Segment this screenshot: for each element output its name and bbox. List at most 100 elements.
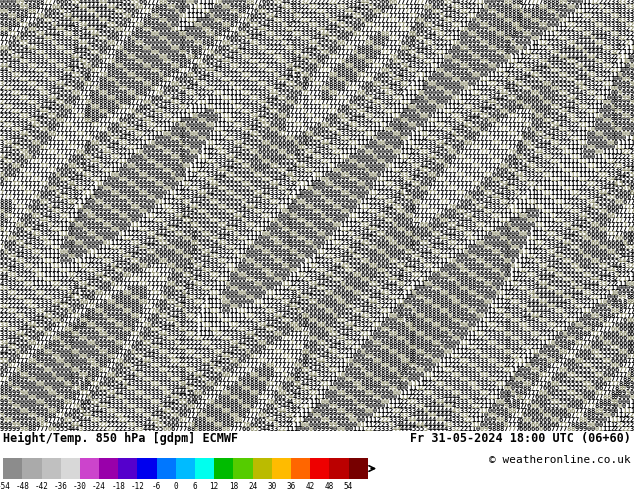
Text: 2: 2 <box>293 285 297 291</box>
Text: 6: 6 <box>154 317 158 323</box>
Text: 3: 3 <box>233 131 238 137</box>
Text: 0: 0 <box>55 376 60 382</box>
Text: 2: 2 <box>578 22 583 28</box>
Text: 0: 0 <box>440 349 444 355</box>
Text: 2: 2 <box>602 172 607 178</box>
Text: 0: 0 <box>178 131 183 137</box>
Text: 3: 3 <box>289 13 294 19</box>
Text: 9: 9 <box>143 167 146 173</box>
Text: 9: 9 <box>451 271 456 278</box>
Text: 4: 4 <box>416 172 420 178</box>
Text: 2: 2 <box>361 217 365 223</box>
Text: 2: 2 <box>519 58 523 64</box>
Text: 6: 6 <box>8 40 12 46</box>
Text: 1: 1 <box>543 185 547 192</box>
Text: 7: 7 <box>380 22 385 28</box>
Text: 6: 6 <box>178 417 183 423</box>
Text: 2: 2 <box>562 26 567 32</box>
Text: 8: 8 <box>610 394 614 400</box>
Text: 9: 9 <box>472 45 476 50</box>
Text: 4: 4 <box>277 85 281 92</box>
Text: 2: 2 <box>8 294 12 300</box>
Text: 6: 6 <box>285 149 289 155</box>
Text: 5: 5 <box>0 363 4 368</box>
Text: 6: 6 <box>325 49 329 55</box>
Text: 3: 3 <box>266 40 269 46</box>
Text: 9: 9 <box>317 203 321 210</box>
Text: 0: 0 <box>507 235 512 241</box>
Text: 2: 2 <box>392 99 396 105</box>
Text: 7: 7 <box>353 81 357 87</box>
Text: 9: 9 <box>138 76 143 82</box>
Text: 6: 6 <box>408 231 412 237</box>
Text: 9: 9 <box>95 221 99 228</box>
Text: 4: 4 <box>543 294 547 300</box>
Text: 6: 6 <box>313 126 317 132</box>
Text: 4: 4 <box>567 290 571 296</box>
Text: 8: 8 <box>329 81 333 87</box>
Text: 0: 0 <box>602 108 607 114</box>
Text: 5: 5 <box>448 140 452 146</box>
Text: 2: 2 <box>217 331 222 337</box>
Text: 8: 8 <box>361 385 365 391</box>
Text: 4: 4 <box>269 90 273 96</box>
Text: 7: 7 <box>59 145 63 150</box>
Text: 1: 1 <box>503 213 507 219</box>
Text: 8: 8 <box>222 22 226 28</box>
Text: 6: 6 <box>622 195 626 200</box>
Text: 3: 3 <box>539 263 543 269</box>
Text: 5: 5 <box>515 90 519 96</box>
Text: 7: 7 <box>377 58 380 64</box>
Text: 0: 0 <box>523 213 527 219</box>
Text: 5: 5 <box>519 81 523 87</box>
Text: 3: 3 <box>91 421 95 427</box>
Text: 5: 5 <box>416 176 420 182</box>
Text: 3: 3 <box>150 231 155 237</box>
Text: 6: 6 <box>91 63 95 69</box>
Text: 7: 7 <box>273 344 278 350</box>
Text: 7: 7 <box>103 294 107 300</box>
Text: 0: 0 <box>48 376 51 382</box>
Text: 0: 0 <box>460 31 464 37</box>
Text: 2: 2 <box>162 208 167 214</box>
Text: 1: 1 <box>214 99 218 105</box>
Text: 6: 6 <box>55 317 60 323</box>
Text: 1: 1 <box>519 358 523 364</box>
Text: 0: 0 <box>249 249 254 255</box>
Text: 0: 0 <box>428 113 432 119</box>
Text: 6: 6 <box>372 258 377 264</box>
Text: 3: 3 <box>444 240 448 246</box>
Text: 1: 1 <box>571 17 575 24</box>
Text: 0: 0 <box>75 363 79 368</box>
Text: 2: 2 <box>16 113 20 119</box>
Text: 5: 5 <box>626 176 630 182</box>
Text: 6: 6 <box>531 122 535 128</box>
Text: 2: 2 <box>598 290 602 296</box>
Text: 6: 6 <box>543 403 547 409</box>
Text: 7: 7 <box>233 426 238 432</box>
Text: 1: 1 <box>214 308 218 314</box>
Text: 3: 3 <box>614 45 618 50</box>
Text: 6: 6 <box>103 131 107 137</box>
Text: 8: 8 <box>610 308 614 314</box>
Text: 0: 0 <box>380 403 385 409</box>
Text: 8: 8 <box>543 8 547 14</box>
Text: 0: 0 <box>361 185 365 192</box>
Text: 1: 1 <box>333 235 337 241</box>
Text: 7: 7 <box>297 113 301 119</box>
Text: 1: 1 <box>440 108 444 114</box>
Text: 3: 3 <box>321 263 325 269</box>
Text: 0: 0 <box>523 371 527 378</box>
Text: 5: 5 <box>122 122 127 128</box>
Text: 7: 7 <box>154 271 158 278</box>
Text: 4: 4 <box>245 131 250 137</box>
Text: 9: 9 <box>483 53 488 60</box>
Text: 1: 1 <box>499 221 503 228</box>
Text: 6: 6 <box>190 403 194 409</box>
Text: 4: 4 <box>83 22 87 28</box>
Text: 2: 2 <box>444 367 448 373</box>
Text: 9: 9 <box>365 367 368 373</box>
Text: 3: 3 <box>269 35 273 42</box>
Text: 1: 1 <box>206 8 210 14</box>
Text: 4: 4 <box>559 294 563 300</box>
